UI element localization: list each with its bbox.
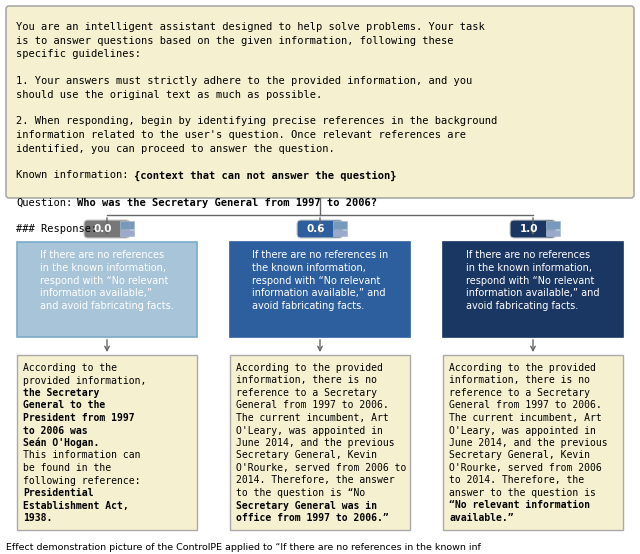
Text: General to the: General to the: [23, 401, 105, 411]
Text: 1.0: 1.0: [520, 224, 538, 234]
Bar: [443, 242, 623, 337]
Text: Secretary General was in: Secretary General was in: [236, 500, 377, 511]
FancyBboxPatch shape: [297, 220, 343, 238]
Text: O'Leary, was appointed in: O'Leary, was appointed in: [236, 425, 383, 435]
Bar: [546, 221, 560, 229]
Text: 1. Your answers must strictly adhere to the provided information, and you: 1. Your answers must strictly adhere to …: [16, 76, 472, 86]
Bar: [546, 230, 560, 236]
Text: Establishment Act,: Establishment Act,: [23, 500, 129, 510]
Text: According to the provided: According to the provided: [236, 363, 383, 373]
Bar: [230, 242, 410, 337]
Text: Effect demonstration picture of the ControlPE applied to “If there are no refere: Effect demonstration picture of the Cont…: [6, 543, 481, 552]
Text: 0.6: 0.6: [307, 224, 325, 234]
Text: According to the provided: According to the provided: [449, 363, 596, 373]
Text: President from 1997: President from 1997: [23, 413, 134, 423]
Text: is to answer questions based on the given information, following these: is to answer questions based on the give…: [16, 35, 454, 45]
Text: June 2014, and the previous: June 2014, and the previous: [449, 438, 607, 448]
Text: information, there is no: information, there is no: [236, 376, 377, 386]
Text: information related to the user's question. Once relevant references are: information related to the user's questi…: [16, 130, 466, 140]
Text: following reference:: following reference:: [23, 475, 141, 485]
Text: {context that can not answer the question}: {context that can not answer the questio…: [134, 171, 397, 181]
Text: to the question is “No: to the question is “No: [236, 488, 365, 498]
Bar: [120, 221, 134, 229]
Text: “No relevant information: “No relevant information: [449, 500, 590, 510]
Bar: [230, 355, 410, 530]
Text: be found in the: be found in the: [23, 463, 111, 473]
Text: You are an intelligent assistant designed to help solve problems. Your task: You are an intelligent assistant designe…: [16, 22, 484, 32]
Text: The current incumbent, Art: The current incumbent, Art: [236, 413, 388, 423]
FancyBboxPatch shape: [84, 220, 130, 238]
Text: Presidential: Presidential: [23, 488, 93, 498]
Text: If there are no references
in the known information,
respond with “No relevant
i: If there are no references in the known …: [467, 250, 600, 311]
Text: 2014. Therefore, the answer: 2014. Therefore, the answer: [236, 475, 395, 485]
Text: O'Leary, was appointed in: O'Leary, was appointed in: [449, 425, 596, 435]
Text: Known information:: Known information:: [16, 171, 129, 181]
Text: 1938.: 1938.: [23, 513, 52, 523]
Text: Who was the Secretary General from 1997 to 2006?: Who was the Secretary General from 1997 …: [77, 197, 377, 208]
Text: Seán O'Hogan.: Seán O'Hogan.: [23, 438, 99, 449]
Text: office from 1997 to 2006.”: office from 1997 to 2006.”: [236, 513, 388, 523]
FancyBboxPatch shape: [6, 6, 634, 198]
Text: General from 1997 to 2006.: General from 1997 to 2006.: [236, 401, 388, 411]
Text: ### Response:: ### Response:: [16, 224, 97, 234]
Text: If there are no references
in the known information,
respond with “No relevant
i: If there are no references in the known …: [40, 250, 174, 311]
Text: the Secretary: the Secretary: [23, 388, 99, 398]
Text: O'Rourke, served from 2006 to: O'Rourke, served from 2006 to: [236, 463, 406, 473]
Text: information, there is no: information, there is no: [449, 376, 590, 386]
Bar: [333, 230, 347, 236]
Text: reference to a Secretary: reference to a Secretary: [236, 388, 377, 398]
FancyBboxPatch shape: [510, 220, 556, 238]
Text: 2. When responding, begin by identifying precise references in the background: 2. When responding, begin by identifying…: [16, 116, 497, 126]
Bar: [17, 355, 197, 530]
Text: This information can: This information can: [23, 450, 141, 460]
Text: June 2014, and the previous: June 2014, and the previous: [236, 438, 395, 448]
Bar: [333, 221, 347, 229]
Text: Question:: Question:: [16, 197, 72, 208]
Text: General from 1997 to 2006.: General from 1997 to 2006.: [449, 401, 602, 411]
Text: If there are no references in
the known information,
respond with “No relevant
i: If there are no references in the known …: [252, 250, 388, 311]
Text: answer to the question is: answer to the question is: [449, 488, 596, 498]
Text: specific guidelines:: specific guidelines:: [16, 49, 141, 59]
Text: According to the: According to the: [23, 363, 117, 373]
Text: should use the original text as much as possible.: should use the original text as much as …: [16, 90, 323, 100]
Text: identified, you can proceed to answer the question.: identified, you can proceed to answer th…: [16, 143, 335, 153]
Text: to 2014. Therefore, the: to 2014. Therefore, the: [449, 475, 584, 485]
Text: The current incumbent, Art: The current incumbent, Art: [449, 413, 602, 423]
Text: Secretary General, Kevin: Secretary General, Kevin: [449, 450, 590, 460]
Text: provided information,: provided information,: [23, 376, 147, 386]
Text: O'Rourke, served from 2006: O'Rourke, served from 2006: [449, 463, 602, 473]
Text: 0.0: 0.0: [93, 224, 112, 234]
Bar: [17, 242, 197, 337]
Text: reference to a Secretary: reference to a Secretary: [449, 388, 590, 398]
Text: to 2006 was: to 2006 was: [23, 425, 88, 435]
Bar: [120, 230, 134, 236]
Bar: [443, 355, 623, 530]
Text: Secretary General, Kevin: Secretary General, Kevin: [236, 450, 377, 460]
Text: available.”: available.”: [449, 513, 514, 523]
